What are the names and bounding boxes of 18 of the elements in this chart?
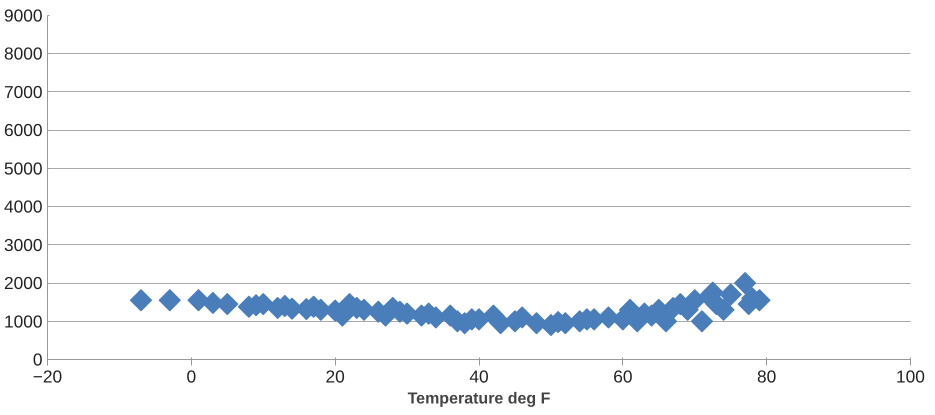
x-axis-title: Temperature deg F	[408, 390, 551, 408]
y-tick-label: 2000	[4, 273, 43, 294]
x-tick-label: 40	[469, 366, 489, 386]
x-tick-label: −20	[32, 366, 62, 386]
x-tick-label: 100	[896, 366, 925, 386]
y-tick-label: 8000	[4, 44, 43, 64]
y-tick-label: 4000	[4, 196, 43, 217]
y-tick-label: 9000	[4, 6, 43, 26]
x-tick-label: 80	[757, 366, 776, 386]
y-tick-label: 0	[32, 350, 43, 370]
y-tick-label: 3000	[4, 234, 43, 255]
x-tick-label: 0	[186, 366, 196, 386]
y-tick-label: 1000	[4, 311, 43, 332]
y-tick-label: 6000	[4, 120, 43, 140]
x-tick-label: 60	[613, 366, 632, 386]
y-tick-label: 5000	[4, 158, 43, 178]
y-tick-label: 7000	[4, 82, 43, 102]
x-tick-label: 20	[326, 366, 345, 386]
